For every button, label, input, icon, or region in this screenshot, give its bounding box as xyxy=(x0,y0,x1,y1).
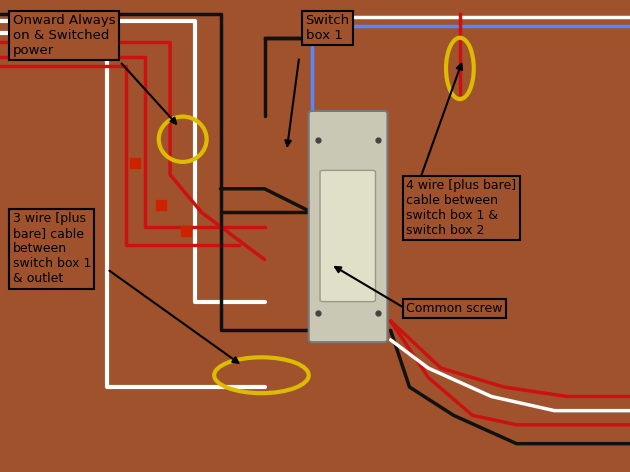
Text: Onward Always
on & Switched
power: Onward Always on & Switched power xyxy=(13,14,115,57)
FancyBboxPatch shape xyxy=(320,170,375,302)
Text: Switch
box 1: Switch box 1 xyxy=(306,14,350,42)
FancyBboxPatch shape xyxy=(309,111,387,342)
Text: Common screw: Common screw xyxy=(406,302,503,315)
Text: 3 wire [plus
bare] cable
between
switch box 1
& outlet: 3 wire [plus bare] cable between switch … xyxy=(13,212,91,286)
Text: 4 wire [plus bare]
cable between
switch box 1 &
switch box 2: 4 wire [plus bare] cable between switch … xyxy=(406,179,517,237)
